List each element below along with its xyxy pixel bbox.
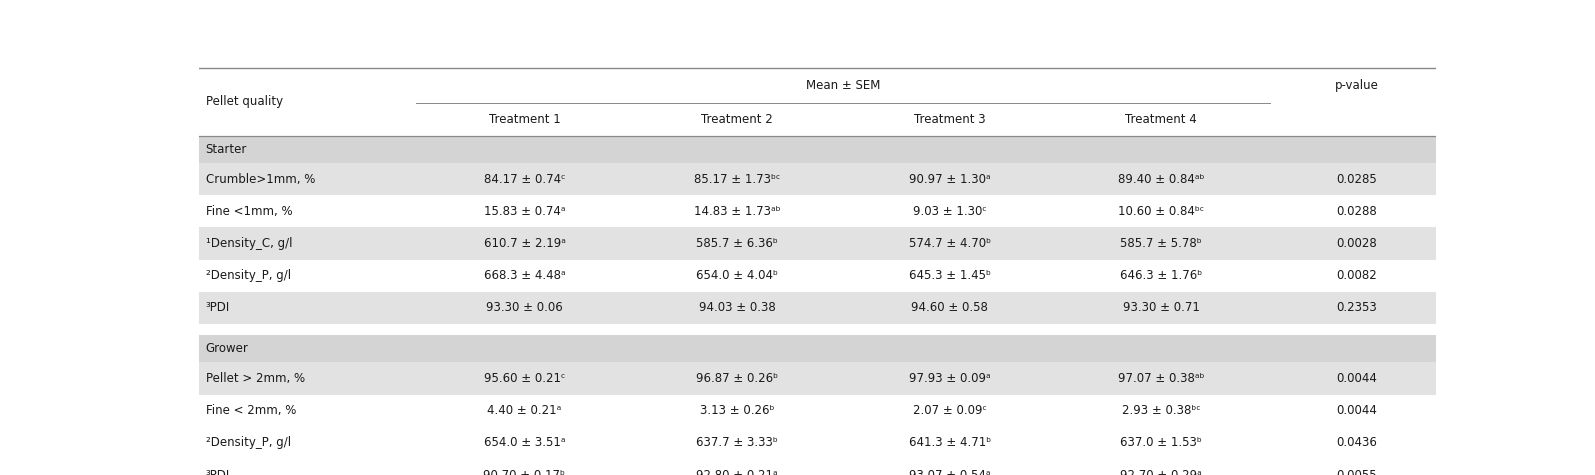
Bar: [199, 228, 1436, 260]
Text: Starter: Starter: [206, 143, 247, 156]
Bar: [199, 136, 1436, 163]
Text: 0.0055: 0.0055: [1337, 468, 1376, 475]
Text: 0.2353: 0.2353: [1337, 302, 1376, 314]
Text: 94.60 ± 0.58: 94.60 ± 0.58: [911, 302, 989, 314]
Text: 4.40 ± 0.21ᵃ: 4.40 ± 0.21ᵃ: [488, 404, 561, 417]
Text: 645.3 ± 1.45ᵇ: 645.3 ± 1.45ᵇ: [909, 269, 990, 282]
Text: 92.70 ± 0.29ᵃ: 92.70 ± 0.29ᵃ: [1120, 468, 1203, 475]
Text: 641.3 ± 4.71ᵇ: 641.3 ± 4.71ᵇ: [909, 437, 990, 449]
Text: 637.0 ± 1.53ᵇ: 637.0 ± 1.53ᵇ: [1120, 437, 1203, 449]
Text: 85.17 ± 1.73ᵇᶜ: 85.17 ± 1.73ᵇᶜ: [694, 172, 780, 186]
Text: 637.7 ± 3.33ᵇ: 637.7 ± 3.33ᵇ: [695, 437, 778, 449]
Text: 90.70 ± 0.17ᵇ: 90.70 ± 0.17ᵇ: [483, 468, 566, 475]
Text: Pellet > 2mm, %: Pellet > 2mm, %: [206, 372, 305, 385]
Text: 2.93 ± 0.38ᵇᶜ: 2.93 ± 0.38ᵇᶜ: [1121, 404, 1201, 417]
Text: Pellet quality: Pellet quality: [206, 95, 282, 108]
Bar: [199, 395, 1436, 427]
Text: 0.0044: 0.0044: [1337, 404, 1376, 417]
Text: 654.0 ± 4.04ᵇ: 654.0 ± 4.04ᵇ: [695, 269, 778, 282]
Bar: [199, 427, 1436, 459]
Text: 585.7 ± 5.78ᵇ: 585.7 ± 5.78ᵇ: [1120, 237, 1203, 250]
Text: 646.3 ± 1.76ᵇ: 646.3 ± 1.76ᵇ: [1120, 269, 1203, 282]
Text: 610.7 ± 2.19ᵃ: 610.7 ± 2.19ᵃ: [483, 237, 565, 250]
Text: Fine < 2mm, %: Fine < 2mm, %: [206, 404, 297, 417]
Text: Treatment 2: Treatment 2: [702, 113, 774, 126]
Text: 92.80 ± 0.21ᵃ: 92.80 ± 0.21ᵃ: [697, 468, 778, 475]
Text: 89.40 ± 0.84ᵃᵇ: 89.40 ± 0.84ᵃᵇ: [1118, 172, 1204, 186]
Text: 90.97 ± 1.30ᵃ: 90.97 ± 1.30ᵃ: [909, 172, 990, 186]
Text: 0.0285: 0.0285: [1337, 172, 1376, 186]
Text: 0.0082: 0.0082: [1337, 269, 1376, 282]
Text: 585.7 ± 6.36ᵇ: 585.7 ± 6.36ᵇ: [695, 237, 778, 250]
Bar: [199, 292, 1436, 324]
Text: Treatment 3: Treatment 3: [914, 113, 986, 126]
Bar: [199, 195, 1436, 228]
Bar: [199, 163, 1436, 195]
Text: 0.0028: 0.0028: [1337, 237, 1376, 250]
Text: 0.0436: 0.0436: [1337, 437, 1376, 449]
Text: 97.07 ± 0.38ᵃᵇ: 97.07 ± 0.38ᵃᵇ: [1118, 372, 1204, 385]
Text: 95.60 ± 0.21ᶜ: 95.60 ± 0.21ᶜ: [483, 372, 565, 385]
Text: Grower: Grower: [206, 342, 249, 355]
Text: 97.93 ± 0.09ᵃ: 97.93 ± 0.09ᵃ: [909, 372, 990, 385]
Text: Fine <1mm, %: Fine <1mm, %: [206, 205, 292, 218]
Text: ²Density_P, g/l: ²Density_P, g/l: [206, 269, 290, 282]
Text: 668.3 ± 4.48ᵃ: 668.3 ± 4.48ᵃ: [483, 269, 565, 282]
Text: ³PDI: ³PDI: [206, 302, 230, 314]
Text: 0.0288: 0.0288: [1337, 205, 1376, 218]
Bar: [199, 362, 1436, 395]
Text: ³PDI: ³PDI: [206, 468, 230, 475]
Text: Treatment 4: Treatment 4: [1124, 113, 1196, 126]
Text: 93.30 ± 0.06: 93.30 ± 0.06: [486, 302, 563, 314]
Text: 654.0 ± 3.51ᵃ: 654.0 ± 3.51ᵃ: [483, 437, 565, 449]
Bar: [199, 335, 1436, 362]
Text: 574.7 ± 4.70ᵇ: 574.7 ± 4.70ᵇ: [909, 237, 990, 250]
Bar: [199, 260, 1436, 292]
Text: 93.07 ± 0.54ᵃ: 93.07 ± 0.54ᵃ: [909, 468, 990, 475]
Text: 14.83 ± 1.73ᵃᵇ: 14.83 ± 1.73ᵃᵇ: [694, 205, 780, 218]
Text: 94.03 ± 0.38: 94.03 ± 0.38: [699, 302, 775, 314]
Bar: [199, 324, 1436, 335]
Text: 0.0044: 0.0044: [1337, 372, 1376, 385]
Text: 84.17 ± 0.74ᶜ: 84.17 ± 0.74ᶜ: [483, 172, 565, 186]
Text: Crumble>1mm, %: Crumble>1mm, %: [206, 172, 314, 186]
Text: p-value: p-value: [1335, 79, 1378, 92]
Text: Mean ± SEM: Mean ± SEM: [805, 79, 880, 92]
Text: 3.13 ± 0.26ᵇ: 3.13 ± 0.26ᵇ: [700, 404, 774, 417]
Bar: [199, 459, 1436, 475]
Text: 93.30 ± 0.71: 93.30 ± 0.71: [1123, 302, 1199, 314]
Text: 15.83 ± 0.74ᵃ: 15.83 ± 0.74ᵃ: [483, 205, 565, 218]
Text: ²Density_P, g/l: ²Density_P, g/l: [206, 437, 290, 449]
Text: ¹Density_C, g/l: ¹Density_C, g/l: [206, 237, 292, 250]
Text: Treatment 1: Treatment 1: [488, 113, 560, 126]
Text: 2.07 ± 0.09ᶜ: 2.07 ± 0.09ᶜ: [912, 404, 987, 417]
Text: 96.87 ± 0.26ᵇ: 96.87 ± 0.26ᵇ: [695, 372, 778, 385]
Text: 10.60 ± 0.84ᵇᶜ: 10.60 ± 0.84ᵇᶜ: [1118, 205, 1204, 218]
Text: 9.03 ± 1.30ᶜ: 9.03 ± 1.30ᶜ: [912, 205, 987, 218]
